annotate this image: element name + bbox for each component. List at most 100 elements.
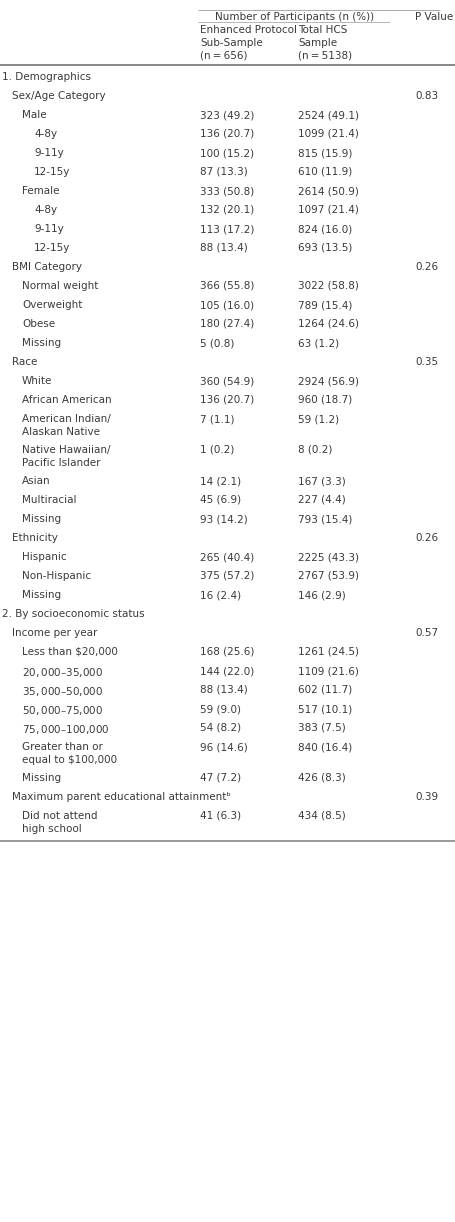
Text: Missing: Missing <box>22 590 61 600</box>
Text: 12-15y: 12-15y <box>34 167 71 177</box>
Text: Less than $20,000: Less than $20,000 <box>22 646 118 657</box>
Text: 3022 (58.8): 3022 (58.8) <box>298 281 359 291</box>
Text: 602 (11.7): 602 (11.7) <box>298 686 352 695</box>
Text: Hispanic: Hispanic <box>22 552 66 562</box>
Text: 87 (13.3): 87 (13.3) <box>200 167 248 177</box>
Text: 815 (15.9): 815 (15.9) <box>298 148 352 158</box>
Text: 265 (40.4): 265 (40.4) <box>200 552 254 562</box>
Text: 4-8y: 4-8y <box>34 205 57 215</box>
Text: 375 (57.2): 375 (57.2) <box>200 571 254 580</box>
Text: 517 (10.1): 517 (10.1) <box>298 704 352 714</box>
Text: 960 (18.7): 960 (18.7) <box>298 395 352 404</box>
Text: 132 (20.1): 132 (20.1) <box>200 205 254 215</box>
Text: White: White <box>22 376 52 386</box>
Text: 610 (11.9): 610 (11.9) <box>298 167 352 177</box>
Text: Female: Female <box>22 186 60 196</box>
Text: 88 (13.4): 88 (13.4) <box>200 686 248 695</box>
Text: 45 (6.9): 45 (6.9) <box>200 495 241 505</box>
Text: 1. Demographics: 1. Demographics <box>2 72 91 82</box>
Text: 693 (13.5): 693 (13.5) <box>298 243 352 253</box>
Text: Non-Hispanic: Non-Hispanic <box>22 571 91 580</box>
Text: 88 (13.4): 88 (13.4) <box>200 243 248 253</box>
Text: 2. By socioeconomic status: 2. By socioeconomic status <box>2 609 145 620</box>
Text: 4-8y: 4-8y <box>34 130 57 139</box>
Text: 2524 (49.1): 2524 (49.1) <box>298 110 359 120</box>
Text: 0.26: 0.26 <box>415 262 438 273</box>
Text: 360 (54.9): 360 (54.9) <box>200 376 254 386</box>
Text: 366 (55.8): 366 (55.8) <box>200 281 254 291</box>
Text: 1 (0.2): 1 (0.2) <box>200 445 234 455</box>
Text: 333 (50.8): 333 (50.8) <box>200 186 254 196</box>
Text: Number of Participants (n (%)): Number of Participants (n (%)) <box>215 12 374 22</box>
Text: BMI Category: BMI Category <box>12 262 82 273</box>
Text: 47 (7.2): 47 (7.2) <box>200 774 241 783</box>
Text: $35,000–$50,000: $35,000–$50,000 <box>22 686 103 698</box>
Text: Total HCS
Sample
(n = 5138): Total HCS Sample (n = 5138) <box>298 24 352 61</box>
Text: $20,000–$35,000: $20,000–$35,000 <box>22 666 103 679</box>
Text: 1264 (24.6): 1264 (24.6) <box>298 319 359 329</box>
Text: 1261 (24.5): 1261 (24.5) <box>298 646 359 657</box>
Text: Normal weight: Normal weight <box>22 281 98 291</box>
Text: 0.57: 0.57 <box>415 628 438 638</box>
Text: Income per year: Income per year <box>12 628 97 638</box>
Text: $50,000–$75,000: $50,000–$75,000 <box>22 704 103 717</box>
Text: 434 (8.5): 434 (8.5) <box>298 811 346 821</box>
Text: 105 (16.0): 105 (16.0) <box>200 299 254 310</box>
Text: 54 (8.2): 54 (8.2) <box>200 723 241 733</box>
Text: 59 (1.2): 59 (1.2) <box>298 414 339 424</box>
Text: Missing: Missing <box>22 514 61 524</box>
Text: Ethnicity: Ethnicity <box>12 533 58 543</box>
Text: 16 (2.4): 16 (2.4) <box>200 590 241 600</box>
Text: 824 (16.0): 824 (16.0) <box>298 224 352 233</box>
Text: 8 (0.2): 8 (0.2) <box>298 445 332 455</box>
Text: Sex/Age Category: Sex/Age Category <box>12 90 106 101</box>
Text: 9-11y: 9-11y <box>34 224 64 233</box>
Text: 146 (2.9): 146 (2.9) <box>298 590 346 600</box>
Text: 1099 (21.4): 1099 (21.4) <box>298 130 359 139</box>
Text: 59 (9.0): 59 (9.0) <box>200 704 241 714</box>
Text: Obese: Obese <box>22 319 55 329</box>
Text: American Indian/
Alaskan Native: American Indian/ Alaskan Native <box>22 414 111 436</box>
Text: 426 (8.3): 426 (8.3) <box>298 774 346 783</box>
Text: 63 (1.2): 63 (1.2) <box>298 338 339 348</box>
Text: Missing: Missing <box>22 338 61 348</box>
Text: 0.26: 0.26 <box>415 533 438 543</box>
Text: 5 (0.8): 5 (0.8) <box>200 338 234 348</box>
Text: 793 (15.4): 793 (15.4) <box>298 514 352 524</box>
Text: 12-15y: 12-15y <box>34 243 71 253</box>
Text: Maximum parent educational attainmentᵇ: Maximum parent educational attainmentᵇ <box>12 792 231 802</box>
Text: Native Hawaiian/
Pacific Islander: Native Hawaiian/ Pacific Islander <box>22 445 111 468</box>
Text: African American: African American <box>22 395 111 404</box>
Text: Did not attend
high school: Did not attend high school <box>22 811 97 833</box>
Text: Asian: Asian <box>22 477 51 486</box>
Text: 1109 (21.6): 1109 (21.6) <box>298 666 359 676</box>
Text: 96 (14.6): 96 (14.6) <box>200 742 248 752</box>
Text: 168 (25.6): 168 (25.6) <box>200 646 254 657</box>
Text: 383 (7.5): 383 (7.5) <box>298 723 346 733</box>
Text: 136 (20.7): 136 (20.7) <box>200 395 254 404</box>
Text: 840 (16.4): 840 (16.4) <box>298 742 352 752</box>
Text: 2225 (43.3): 2225 (43.3) <box>298 552 359 562</box>
Text: 136 (20.7): 136 (20.7) <box>200 130 254 139</box>
Text: 2767 (53.9): 2767 (53.9) <box>298 571 359 580</box>
Text: $75,000–$100,000: $75,000–$100,000 <box>22 723 110 736</box>
Text: 2924 (56.9): 2924 (56.9) <box>298 376 359 386</box>
Text: 9-11y: 9-11y <box>34 148 64 158</box>
Text: Male: Male <box>22 110 46 120</box>
Text: Greater than or
equal to $100,000: Greater than or equal to $100,000 <box>22 742 117 765</box>
Text: 113 (17.2): 113 (17.2) <box>200 224 254 233</box>
Text: 7 (1.1): 7 (1.1) <box>200 414 234 424</box>
Text: Race: Race <box>12 357 37 367</box>
Text: 167 (3.3): 167 (3.3) <box>298 477 346 486</box>
Text: 227 (4.4): 227 (4.4) <box>298 495 346 505</box>
Text: Multiracial: Multiracial <box>22 495 76 505</box>
Text: 93 (14.2): 93 (14.2) <box>200 514 248 524</box>
Text: 1097 (21.4): 1097 (21.4) <box>298 205 359 215</box>
Text: Missing: Missing <box>22 774 61 783</box>
Text: 0.83: 0.83 <box>415 90 438 101</box>
Text: 323 (49.2): 323 (49.2) <box>200 110 254 120</box>
Text: 100 (15.2): 100 (15.2) <box>200 148 254 158</box>
Text: 144 (22.0): 144 (22.0) <box>200 666 254 676</box>
Text: 0.39: 0.39 <box>415 792 438 802</box>
Text: 14 (2.1): 14 (2.1) <box>200 477 241 486</box>
